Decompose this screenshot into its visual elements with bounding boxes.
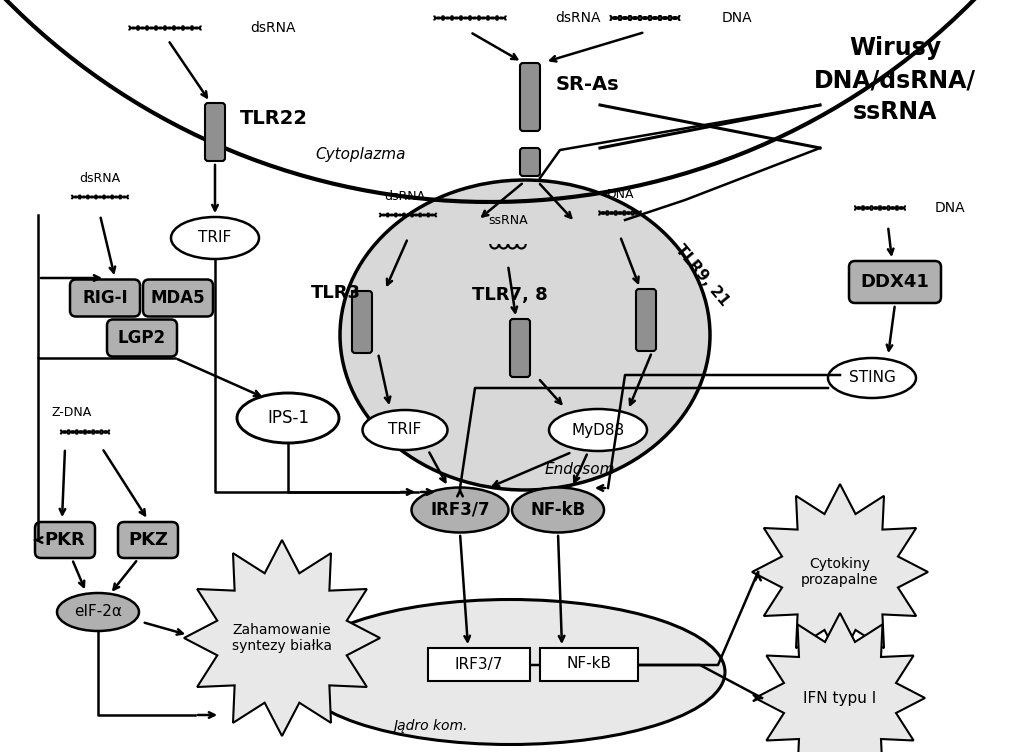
Text: Wirusy: Wirusy <box>849 36 941 60</box>
Text: TRIF: TRIF <box>199 231 231 245</box>
Text: RIG-I: RIG-I <box>82 289 128 307</box>
Polygon shape <box>752 484 928 660</box>
FancyBboxPatch shape <box>520 148 540 176</box>
Polygon shape <box>755 613 925 752</box>
Ellipse shape <box>295 599 725 744</box>
Ellipse shape <box>340 180 710 490</box>
Text: dsRNA: dsRNA <box>384 190 426 202</box>
FancyBboxPatch shape <box>428 648 530 681</box>
Text: DNA: DNA <box>722 11 753 25</box>
FancyBboxPatch shape <box>510 319 530 377</box>
Polygon shape <box>184 540 380 736</box>
FancyBboxPatch shape <box>540 648 638 681</box>
Text: DDX41: DDX41 <box>860 273 930 291</box>
Text: TLR22: TLR22 <box>240 108 308 128</box>
FancyBboxPatch shape <box>143 280 213 317</box>
Text: TRIF: TRIF <box>388 423 422 438</box>
Text: NF-kB: NF-kB <box>566 656 611 672</box>
Text: PKZ: PKZ <box>128 531 168 549</box>
Text: TLR3: TLR3 <box>311 284 361 302</box>
Text: ssRNA: ssRNA <box>853 100 937 124</box>
Ellipse shape <box>828 358 916 398</box>
FancyBboxPatch shape <box>70 280 140 317</box>
Ellipse shape <box>171 217 259 259</box>
Text: Z-DNA: Z-DNA <box>52 405 92 419</box>
Text: eIF-2α: eIF-2α <box>74 605 122 620</box>
Text: IRF3/7: IRF3/7 <box>455 656 503 672</box>
FancyBboxPatch shape <box>106 320 177 356</box>
Ellipse shape <box>57 593 139 631</box>
Text: SR-As: SR-As <box>556 75 620 95</box>
FancyBboxPatch shape <box>849 261 941 303</box>
Text: IRF3/7: IRF3/7 <box>430 501 489 519</box>
FancyBboxPatch shape <box>352 291 372 353</box>
Text: DNA: DNA <box>935 201 966 215</box>
Text: dsRNA: dsRNA <box>80 171 121 184</box>
FancyBboxPatch shape <box>118 522 178 558</box>
Text: MyD88: MyD88 <box>571 423 625 438</box>
Text: IFN typu I: IFN typu I <box>804 690 877 705</box>
Text: Endosom: Endosom <box>545 462 615 478</box>
Text: LGP2: LGP2 <box>118 329 166 347</box>
Text: PKR: PKR <box>45 531 85 549</box>
FancyBboxPatch shape <box>636 289 656 351</box>
Text: Cytokiny
prozapalne: Cytokiny prozapalne <box>801 557 879 587</box>
Text: DNA/dsRNA/: DNA/dsRNA/ <box>814 68 976 92</box>
Text: STING: STING <box>849 371 895 386</box>
Ellipse shape <box>412 487 509 532</box>
Ellipse shape <box>512 487 604 532</box>
FancyBboxPatch shape <box>520 63 540 131</box>
Text: NF-kB: NF-kB <box>530 501 586 519</box>
FancyBboxPatch shape <box>35 522 95 558</box>
Text: IPS-1: IPS-1 <box>267 409 309 427</box>
Text: dsRNA: dsRNA <box>555 11 600 25</box>
Text: Cytoplazma: Cytoplazma <box>315 147 406 162</box>
Text: DNA: DNA <box>606 187 634 201</box>
Ellipse shape <box>362 410 447 450</box>
Text: TLR9, 21: TLR9, 21 <box>672 241 731 308</box>
Text: MDA5: MDA5 <box>151 289 206 307</box>
Text: dsRNA: dsRNA <box>250 21 296 35</box>
Ellipse shape <box>237 393 339 443</box>
Text: Jądro kom.: Jądro kom. <box>393 719 467 733</box>
FancyBboxPatch shape <box>205 103 225 161</box>
Text: ssRNA: ssRNA <box>488 214 527 226</box>
Ellipse shape <box>549 409 647 451</box>
Text: Zahamowanie
syntezy białka: Zahamowanie syntezy białka <box>232 623 332 653</box>
Text: TLR7, 8: TLR7, 8 <box>472 286 548 304</box>
